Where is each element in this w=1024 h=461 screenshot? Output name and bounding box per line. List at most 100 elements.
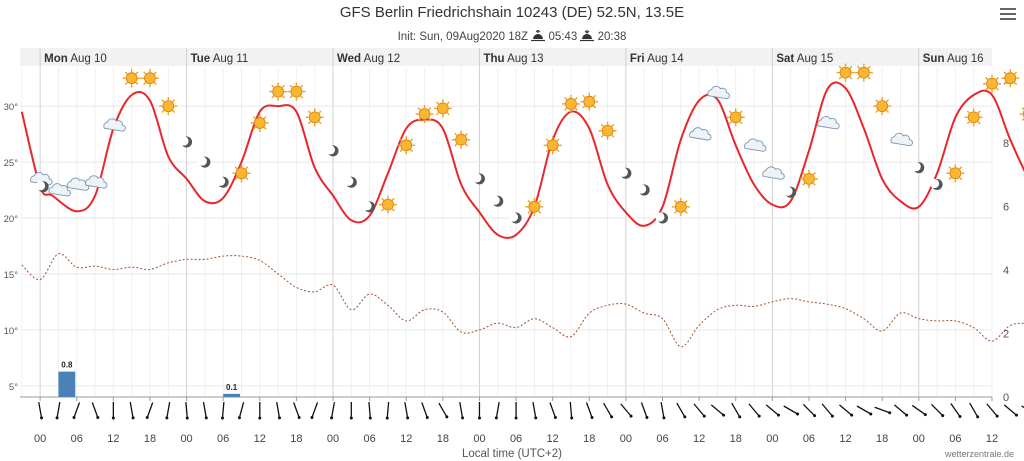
wind-arrow-head bbox=[185, 416, 189, 420]
wind-arrow bbox=[293, 402, 300, 418]
sun-icon bbox=[232, 164, 251, 183]
wind-arrow-head bbox=[813, 414, 817, 418]
moon-icon bbox=[197, 156, 211, 168]
wind-arrow bbox=[404, 402, 409, 418]
x-tick-label: 12 bbox=[693, 433, 705, 445]
sun-icon bbox=[983, 74, 1001, 93]
moon-icon bbox=[472, 173, 485, 185]
wind-arrow-head bbox=[445, 415, 449, 419]
wind-arrow bbox=[874, 406, 890, 414]
moon-icon bbox=[929, 178, 943, 190]
sun-icon bbox=[873, 97, 892, 116]
wind-arrow-head bbox=[941, 414, 945, 418]
wind-arrow-head bbox=[757, 414, 761, 418]
y-tick-label-right: 0 bbox=[1003, 392, 1009, 404]
cloud-icon bbox=[707, 85, 730, 100]
day-label: Wed Aug 12 bbox=[337, 53, 400, 65]
y-tick-label-right: 2 bbox=[1003, 329, 1009, 341]
sunrise-time: 05:43 bbox=[548, 31, 578, 43]
wind-arrow-head bbox=[869, 412, 873, 416]
sun-icon bbox=[433, 99, 452, 118]
wind-arrow-head bbox=[310, 416, 314, 420]
wind-arrow bbox=[276, 402, 281, 418]
hamburger-menu-icon[interactable] bbox=[1000, 6, 1016, 20]
wind-arrow bbox=[839, 404, 853, 416]
sun-icon bbox=[250, 113, 269, 132]
credit-link[interactable]: wetterzentrale.de bbox=[944, 449, 1014, 459]
day-label: Fri Aug 14 bbox=[630, 53, 684, 65]
x-tick-label: 12 bbox=[254, 433, 266, 445]
sun-icon bbox=[543, 136, 562, 155]
precip-label: 0.1 bbox=[226, 383, 238, 392]
wind-arrow-head bbox=[722, 413, 726, 417]
wind-arrow bbox=[421, 402, 428, 418]
cloud-icon bbox=[744, 138, 767, 152]
sun-icon bbox=[287, 82, 306, 101]
x-tick-label: 06 bbox=[71, 433, 83, 445]
wind-arrow-head bbox=[477, 416, 481, 420]
sun-icon bbox=[598, 121, 617, 140]
cloud-icon bbox=[66, 177, 90, 191]
sunset-icon bbox=[580, 30, 595, 42]
x-tick-label: 06 bbox=[510, 433, 522, 445]
x-tick-label: 12 bbox=[986, 433, 998, 445]
wind-arrow-head bbox=[204, 416, 208, 420]
wind-arrow-head bbox=[905, 413, 909, 417]
wind-arrow-head bbox=[923, 413, 927, 417]
moon-icon bbox=[179, 136, 193, 148]
sun-icon bbox=[305, 108, 324, 127]
moon-icon bbox=[618, 167, 632, 179]
y-tick-label-left: 25° bbox=[4, 158, 19, 169]
y-tick-label-left: 20° bbox=[4, 214, 19, 225]
x-tick-label: 00 bbox=[766, 433, 778, 445]
wind-arrow bbox=[950, 403, 961, 417]
wind-arrow bbox=[532, 402, 537, 418]
sun-icon bbox=[397, 136, 416, 155]
chart-subtitle: Init: Sun, 09Aug2020 18Z 05:43 20:38 bbox=[0, 29, 1024, 43]
wind-arrow bbox=[693, 403, 705, 417]
wind-arrow-head bbox=[662, 416, 666, 420]
wind-arrow bbox=[202, 402, 207, 418]
wind-arrow-head bbox=[776, 413, 780, 417]
wind-arrow-head bbox=[368, 416, 372, 420]
wind-arrow bbox=[911, 404, 926, 416]
wind-arrow-head bbox=[330, 416, 334, 420]
x-tick-label: 12 bbox=[107, 433, 119, 445]
wind-arrow bbox=[330, 402, 336, 418]
wind-arrow bbox=[438, 402, 448, 418]
wind-arrow bbox=[368, 401, 371, 419]
wind-arrow bbox=[969, 402, 979, 418]
x-tick-label: 12 bbox=[839, 433, 851, 445]
sun-icon bbox=[525, 197, 544, 216]
cloud-icon bbox=[103, 118, 126, 132]
y-tick-label-left: 10° bbox=[4, 326, 19, 337]
wind-arrow-head bbox=[702, 414, 706, 418]
wind-arrow bbox=[549, 402, 557, 418]
sun-icon bbox=[1019, 107, 1024, 121]
wind-arrow bbox=[676, 402, 686, 418]
wind-arrow bbox=[91, 402, 99, 418]
x-tick-label: 18 bbox=[583, 433, 595, 445]
wind-arrow bbox=[986, 403, 998, 417]
x-tick-label: 18 bbox=[876, 433, 888, 445]
wind-arrow-head bbox=[570, 416, 574, 420]
wind-arrow-head bbox=[55, 416, 59, 420]
wind-arrow-head bbox=[553, 416, 557, 420]
day-label: Sat Aug 15 bbox=[776, 53, 833, 65]
wind-arrow-head bbox=[645, 416, 649, 420]
wind-arrow-head bbox=[976, 415, 980, 419]
sun-icon bbox=[836, 63, 855, 82]
sun-icon bbox=[946, 164, 965, 183]
wind-arrow-head bbox=[40, 416, 44, 420]
wind-arrow bbox=[748, 403, 760, 417]
wind-arrow-head bbox=[830, 414, 834, 418]
x-tick-label: 12 bbox=[400, 433, 412, 445]
sun-icon bbox=[854, 63, 873, 82]
wind-arrow-head bbox=[406, 416, 410, 420]
wind-arrow bbox=[146, 402, 154, 418]
y-tick-label-right: 6 bbox=[1003, 202, 1009, 214]
wind-arrow bbox=[856, 405, 872, 415]
wind-arrow bbox=[495, 402, 500, 418]
x-axis-title: Local time (UTC+2) bbox=[461, 448, 562, 460]
cloud-icon bbox=[48, 183, 71, 197]
